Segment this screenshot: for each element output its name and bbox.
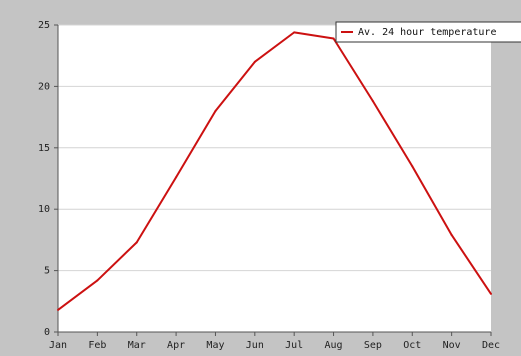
y-tick-label: 5 xyxy=(44,266,50,277)
data-point-jul xyxy=(293,31,296,34)
x-tick-label-apr: Apr xyxy=(167,340,185,351)
y-tick-label: 0 xyxy=(44,327,50,338)
data-point-jan xyxy=(57,308,59,311)
x-tick-label-may: May xyxy=(206,340,224,351)
x-tick-label-sep: Sep xyxy=(364,340,382,351)
x-tick-label-aug: Aug xyxy=(325,340,343,351)
x-tick-label-oct: Oct xyxy=(403,340,421,351)
legend-label: Av. 24 hour temperature xyxy=(358,27,496,38)
data-point-sep xyxy=(371,100,374,103)
x-tick-label-jul: Jul xyxy=(285,340,303,351)
series-layer xyxy=(57,31,492,311)
y-tick-label: 25 xyxy=(38,20,50,31)
legend: Av. 24 hour temperature xyxy=(335,21,521,43)
y-tick-label: 20 xyxy=(38,81,50,92)
x-tick-labels: Jan Feb Mar Apr May Jun Jul Aug Sep Oct Nov Dec xyxy=(49,332,500,351)
x-tick-label-nov: Nov xyxy=(443,340,461,351)
y-tick-label: 15 xyxy=(38,143,50,154)
data-point-dec xyxy=(490,292,492,295)
x-tick-label-jan: Jan xyxy=(49,340,67,351)
legend-box xyxy=(335,21,521,43)
x-tick-label-feb: Feb xyxy=(88,340,106,351)
series-line-0 xyxy=(57,31,492,311)
y-tick-label: 10 xyxy=(38,204,50,215)
plot-area xyxy=(58,25,491,332)
data-point-mar xyxy=(135,241,138,244)
y-tick-labels: 0 5 10 15 20 25 xyxy=(38,20,58,338)
x-tick-label-dec: Dec xyxy=(482,340,500,351)
gridlines xyxy=(58,24,491,272)
data-point-feb xyxy=(96,279,99,282)
x-tick-label-mar: Mar xyxy=(128,340,146,351)
data-point-nov xyxy=(450,233,453,236)
data-point-jun xyxy=(253,60,256,63)
data-point-aug xyxy=(332,37,335,40)
data-point-apr xyxy=(175,176,178,179)
data-point-oct xyxy=(411,165,414,168)
data-point-may xyxy=(214,109,217,112)
x-tick-label-jun: Jun xyxy=(246,340,264,351)
